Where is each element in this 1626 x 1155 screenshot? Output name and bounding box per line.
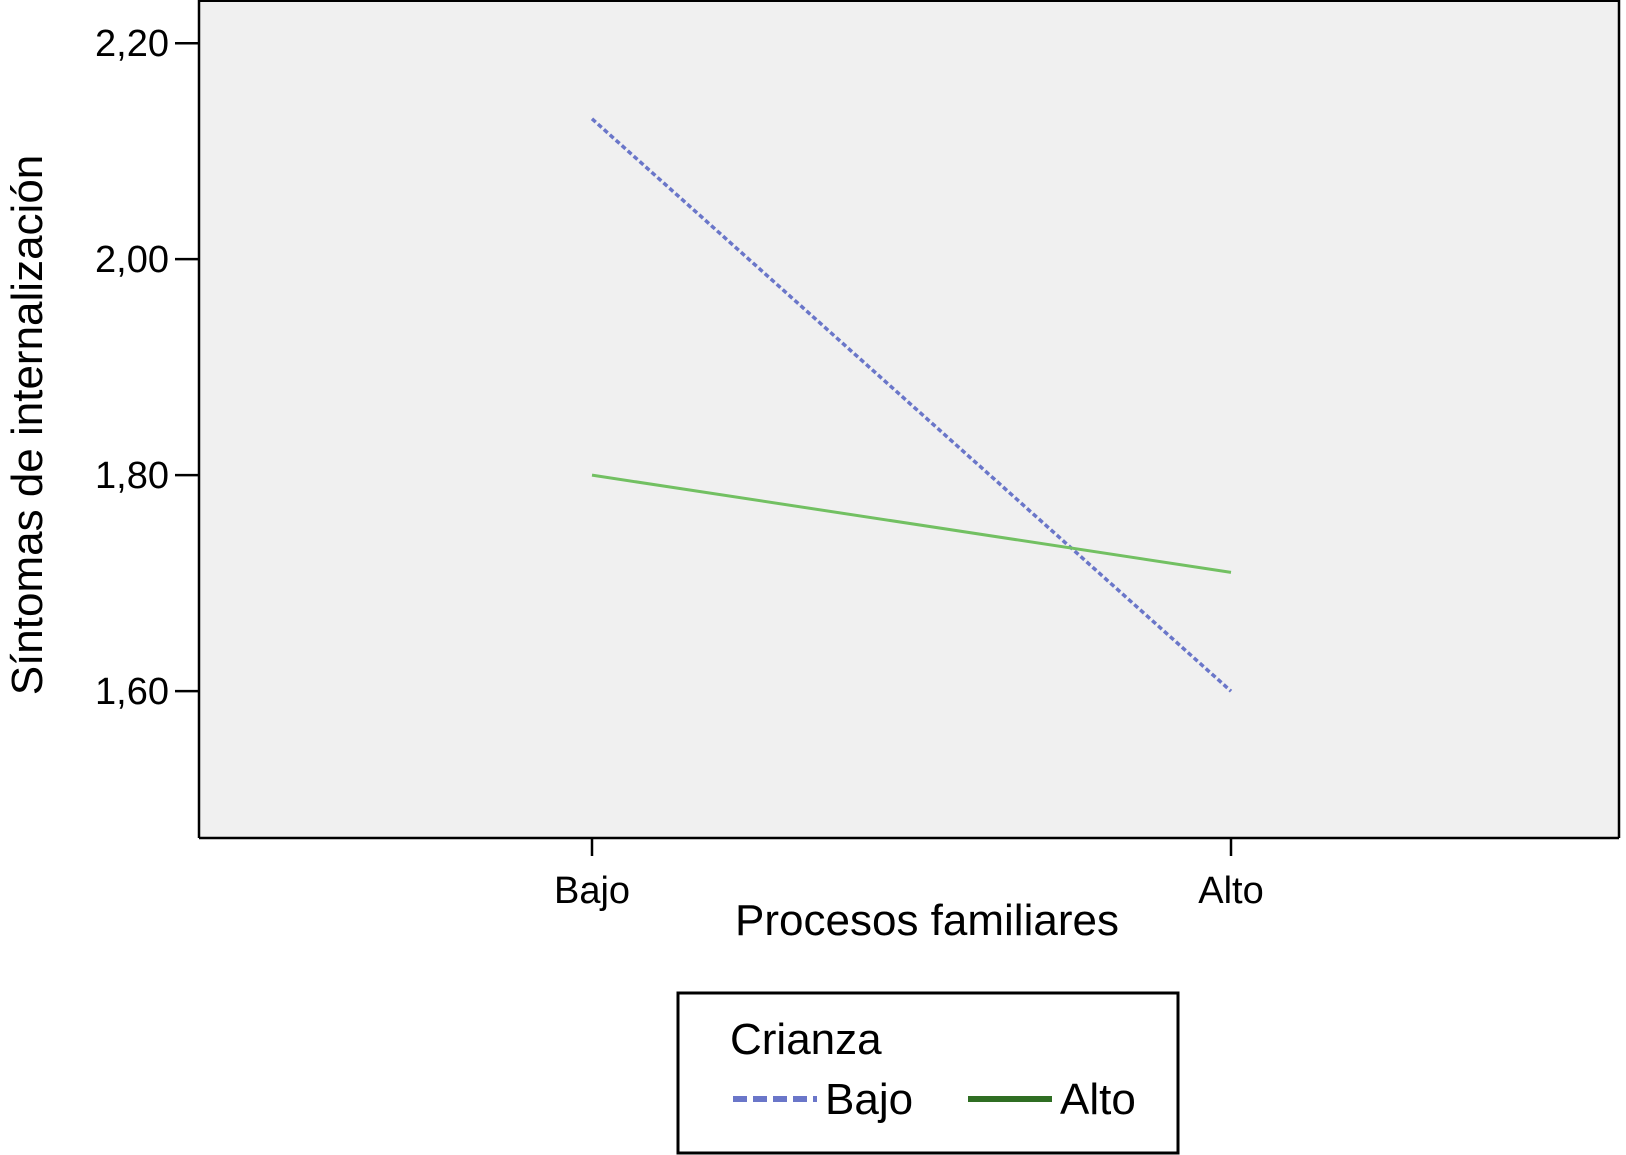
x-tick-label: Bajo: [554, 870, 630, 912]
x-axis-title: Procesos familiares: [735, 896, 1119, 945]
y-tick-label: 1,80: [95, 455, 169, 497]
legend: Crianza Bajo Alto: [676, 991, 1180, 1155]
legend-items: Bajo Alto: [733, 1075, 1136, 1124]
plot-area: [199, 0, 1619, 838]
x-ticks: Bajo Alto: [554, 838, 1264, 912]
legend-label: Bajo: [825, 1075, 913, 1124]
series-line-1: [590, 117, 1233, 693]
series-layer: [590, 117, 1233, 693]
legend-title: Crianza: [730, 1015, 882, 1064]
legend-label: Alto: [1060, 1075, 1136, 1124]
series-line-2: [591, 473, 1232, 574]
y-tick-label: 2,20: [95, 23, 169, 65]
y-axis-title: Síntomas de internalización: [3, 155, 52, 696]
x-tick-label: Alto: [1198, 870, 1263, 912]
y-tick-label: 2,00: [95, 239, 169, 281]
y-tick-label: 1,60: [95, 671, 169, 713]
y-ticks: 1,60 1,80 2,00 2,20: [95, 23, 199, 713]
legend-box: [676, 991, 1180, 1155]
